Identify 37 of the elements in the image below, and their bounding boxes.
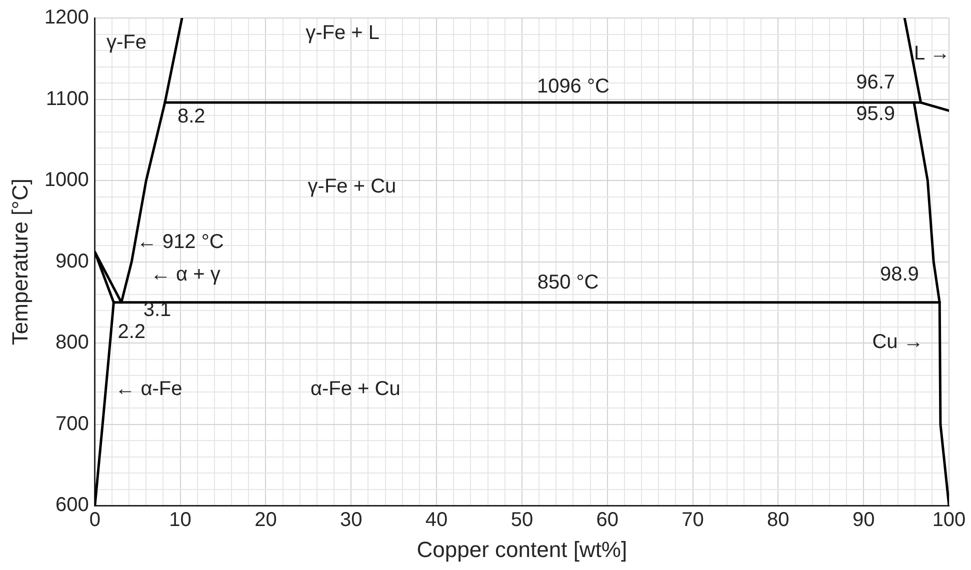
annotation: ← 912 °C xyxy=(136,230,224,253)
annotation: 8.2 xyxy=(178,106,206,128)
annotation: γ-Fe + Cu xyxy=(308,176,396,198)
annotation: 96.7 xyxy=(856,72,896,94)
y-tick-label: 1100 xyxy=(46,88,89,110)
y-tick-label: 1200 xyxy=(44,6,89,29)
x-tick-label: 0 xyxy=(89,509,100,532)
annotation: 1096 °C xyxy=(536,76,610,98)
y-tick-label: 900 xyxy=(56,250,89,272)
annotation: 3.1 xyxy=(143,299,172,322)
y-tick-label: 700 xyxy=(56,412,89,435)
y-axis-title: Temperature [°C] xyxy=(7,178,32,346)
annotation: 95.9 xyxy=(856,103,896,126)
annotation: γ-Fe xyxy=(106,32,146,54)
annotation: 98.9 xyxy=(880,263,919,286)
annotation: α-Fe + Cu xyxy=(310,378,400,400)
annotation: γ-Fe + L xyxy=(306,22,380,44)
x-tick-label: 20 xyxy=(254,509,277,532)
annotation: L → xyxy=(914,42,950,64)
y-tick-label: 600 xyxy=(56,494,89,516)
annotation: ← α + γ xyxy=(150,263,220,286)
x-tick-label: 70 xyxy=(682,509,704,532)
annotation: Cu → xyxy=(872,330,924,353)
x-tick-label: 80 xyxy=(767,509,790,532)
x-tick-label: 100 xyxy=(932,509,966,532)
annotation: ← α-Fe xyxy=(115,378,182,400)
x-tick-label: 30 xyxy=(340,509,362,532)
annotation: 2.2 xyxy=(118,321,146,344)
y-tick-label: 800 xyxy=(56,332,89,354)
y-tick-label: 1000 xyxy=(44,169,89,192)
x-tick-label: 90 xyxy=(852,509,875,532)
x-axis-title: Copper content [wt%] xyxy=(416,536,628,562)
x-tick-label: 40 xyxy=(425,509,448,532)
x-tick-label: 60 xyxy=(596,509,618,532)
x-tick-label: 50 xyxy=(510,509,534,532)
annotation: 850 °C xyxy=(537,271,599,294)
x-tick-label: 10 xyxy=(169,509,192,532)
